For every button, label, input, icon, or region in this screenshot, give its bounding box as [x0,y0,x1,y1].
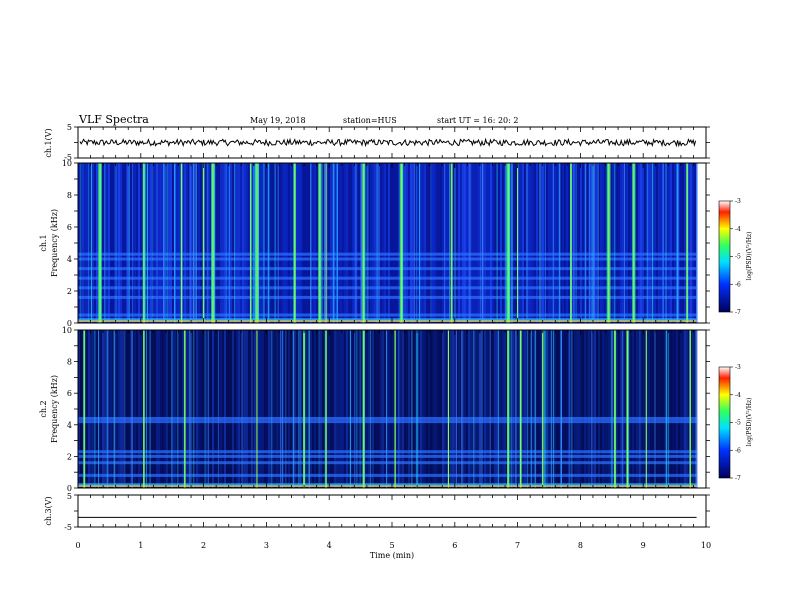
frequency-band [78,461,697,465]
xtick-label: 3 [264,541,269,550]
ytick-label: 0 [67,484,72,493]
colorbar-tick-label: -7 [735,475,741,482]
ytick-label: 2 [67,452,72,461]
ytick-label: 0 [67,319,72,328]
colorbar-tick-label: -3 [735,198,741,205]
ch2-spectrogram-image [78,330,698,488]
colorbar-tick-label: -4 [735,226,741,233]
ch2-spectrogram-ylabel-channel: ch.2 [39,400,48,417]
xtick-label: 7 [515,541,520,550]
ytick-label: 8 [67,191,72,200]
ch1-spectrogram-ytick-labels: 0 2 4 6 8 10 [62,159,72,328]
ch1-colorbar-ticks: -3 -4 -5 -6 -7 [730,198,741,316]
header-station: station=HUS [343,116,397,125]
colorbar-tick-label: -6 [735,281,741,288]
frequency-band [78,295,697,299]
frequency-band [78,483,697,487]
ytick-label: 6 [67,389,72,398]
ch2-spectrogram-ytick-labels: 0 2 4 6 8 10 [62,326,72,493]
time-axis-tick-labels: 0 1 2 3 4 5 6 7 8 9 10 [75,541,711,550]
ytick-label: 8 [67,358,72,367]
ch2-colorbar-label: log(PSD)(V²/Hz) [746,398,753,447]
ytick-label: 2 [67,287,72,296]
frequency-band [78,276,697,280]
colorbar-tick-label: -4 [735,392,741,399]
ytick-label: 10 [62,326,72,335]
colorbar-tick-label: -7 [735,309,741,316]
figure-title: VLF Spectra [78,113,149,126]
ch1-spectrogram-ylabel-frequency: Frequency (kHz) [50,209,59,277]
ytick-label: 4 [67,255,72,264]
colorbar-tick-label: -5 [735,254,741,261]
ytick-label: 6 [67,223,72,232]
ch1-waveform-ticks [74,126,710,159]
ch3-ytick-top: 5 [67,492,72,501]
colorbar-tick-label: -5 [735,420,741,427]
xtick-label: 2 [201,541,206,550]
frequency-band [78,313,697,317]
frequency-band [78,318,697,322]
xtick-label: 0 [75,541,80,550]
ch1-colorbar [718,200,731,313]
ch2-colorbar [718,366,731,479]
frequency-band [78,257,697,261]
ch1-colorbar-label: log(PSD)(V²/Hz) [746,232,753,281]
ch2-spectrogram-ylabel-frequency: Frequency (kHz) [50,375,59,443]
frequency-band [78,286,697,290]
ch2-spectrogram-ticks [74,329,710,489]
ch2-colorbar-ticks: -3 -4 -5 -6 -7 [730,364,741,482]
ch1-waveform-trace [79,137,697,148]
xtick-label: 1 [138,541,143,550]
xtick-label: 10 [701,541,711,550]
ch3-ytick-bottom: -5 [64,523,72,532]
frequency-band [78,454,697,458]
xtick-label: 9 [641,541,646,550]
xtick-label: 5 [389,541,394,550]
ch1-spectrogram-ylabel-channel: ch.1 [39,234,48,251]
frequency-band [78,252,697,256]
ch3-waveform-ticks [74,494,710,528]
ytick-label: 4 [67,421,72,430]
ch3-waveform-panel: 5 0 -5 ch.3(V) 0 1 2 3 4 5 6 7 8 9 10 Time (min) [44,492,711,560]
xtick-label: 4 [327,541,332,550]
ch1-spectrogram-image [78,163,698,323]
frequency-band [78,450,697,454]
header-start-time: start UT = 16: 20: 2 [437,116,518,125]
time-axis-label: Time (min) [370,551,414,560]
ch1-waveform-panel: 5 -5 ch.1(V) [44,123,710,162]
frequency-band [78,417,697,420]
ch1-spectrogram-ticks [74,162,710,324]
frequency-band [78,473,697,477]
colorbar-tick-label: -3 [735,364,741,371]
ch1-ytick-top: 5 [67,123,72,132]
ch1-ylabel: ch.1(V) [44,128,53,157]
frequency-band [78,420,697,424]
header-date: May 19, 2018 [250,116,306,125]
xtick-label: 8 [578,541,583,550]
frequency-band [78,267,697,271]
colorbar-tick-label: -6 [735,447,741,454]
xtick-label: 6 [452,541,457,550]
ch3-ytick-mid: 0 [67,507,72,516]
ch1-ytick-bottom: -5 [64,153,72,162]
ytick-label: 10 [62,159,72,168]
ch3-ylabel: ch.3(V) [44,496,53,525]
